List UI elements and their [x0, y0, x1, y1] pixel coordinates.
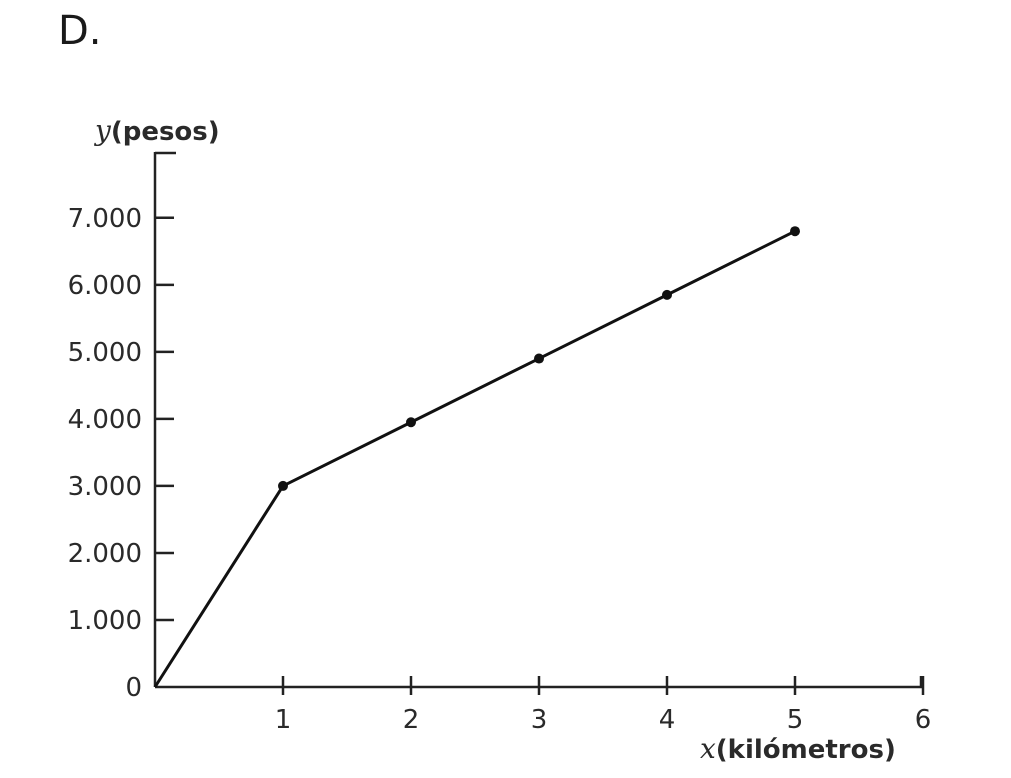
y-tick-label: 1.000	[68, 606, 142, 636]
x-tick-label: 5	[787, 705, 804, 735]
x-ticks: 1 2 3 4 5 6	[275, 676, 932, 735]
series-line	[153, 229, 796, 688]
data-point	[662, 289, 672, 300]
y-tick-label: 0	[125, 673, 142, 703]
y-tick-label: 7.000	[68, 204, 142, 234]
x-tick-label: 3	[531, 705, 548, 735]
y-tick-label: 3.000	[68, 472, 142, 502]
x-axis-variable: x	[700, 732, 716, 765]
data-point	[790, 226, 800, 237]
y-axis-variable: y	[93, 114, 112, 147]
y-axis-unit: (pesos)	[111, 117, 220, 147]
y-ticks: 0 1.000 2.000 3.000 4.000 5.000 6.000 7.000	[68, 204, 174, 703]
x-tick-label: 1	[275, 705, 292, 735]
y-tick-label: 4.000	[68, 405, 142, 435]
data-point	[406, 417, 416, 428]
y-axis-label: y(pesos)	[93, 114, 220, 147]
x-axis-label: x(kilómetros)	[700, 732, 896, 765]
x-tick-label: 4	[659, 705, 676, 735]
series-group	[153, 226, 800, 688]
y-tick-label: 5.000	[68, 338, 142, 368]
option-label: D.	[58, 8, 102, 54]
x-tick-label: 6	[915, 705, 932, 735]
x-axis-unit: (kilómetros)	[716, 735, 896, 765]
axes	[153, 151, 923, 689]
data-point	[534, 353, 544, 364]
data-point	[278, 480, 288, 491]
x-tick-label: 2	[403, 705, 420, 735]
y-tick-label: 2.000	[68, 539, 142, 569]
y-tick-label: 6.000	[68, 271, 142, 301]
